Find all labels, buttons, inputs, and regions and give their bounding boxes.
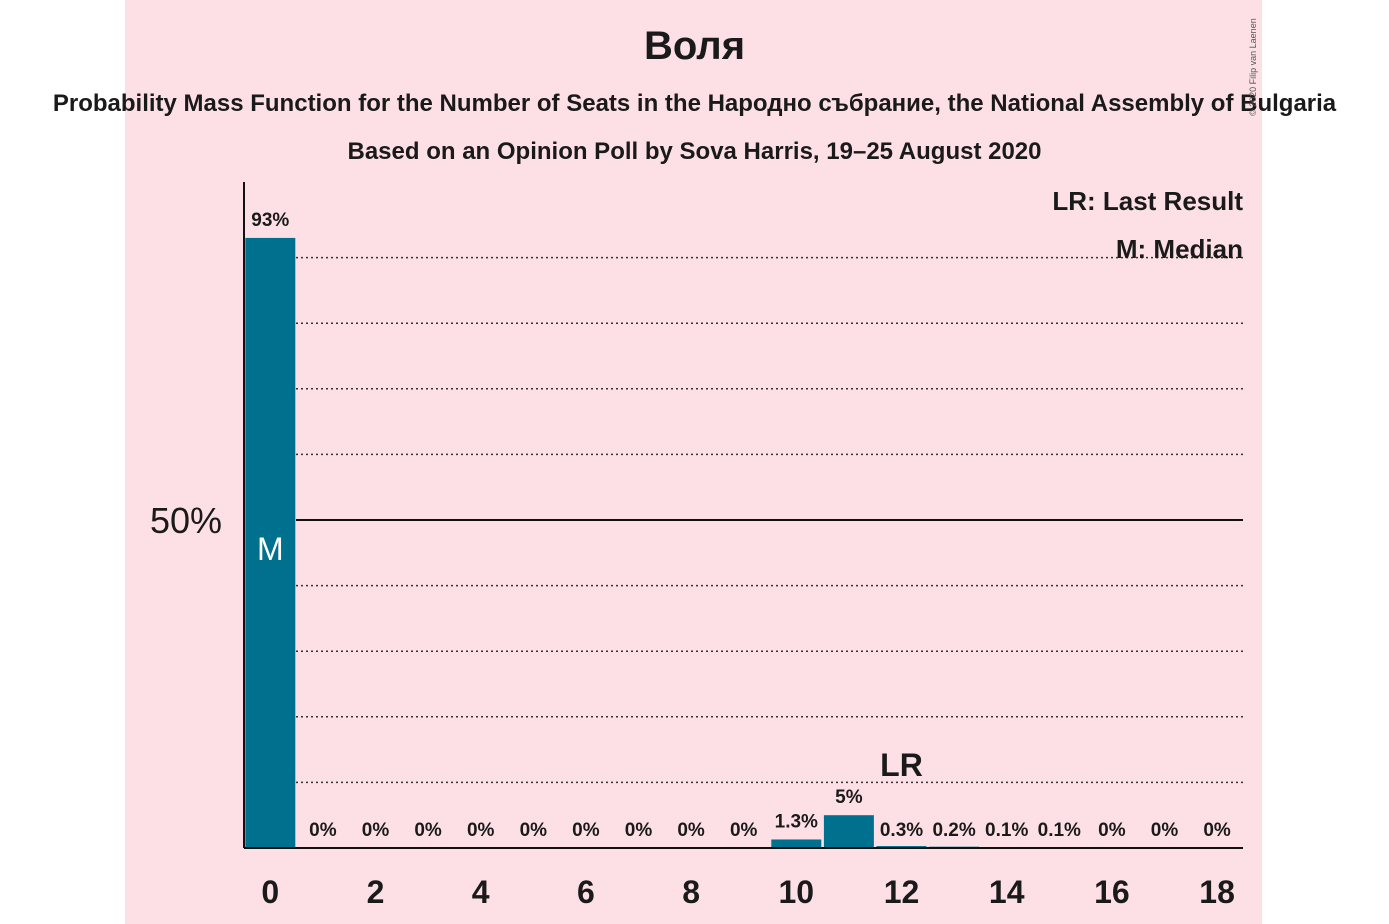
x-tick-label: 4 [472, 874, 490, 910]
bar [823, 815, 874, 848]
data-label: 0% [520, 820, 548, 841]
data-label: 0% [730, 820, 758, 841]
data-label: 0% [309, 820, 337, 841]
data-label: 0% [362, 820, 390, 841]
legend-entry: M: Median [1116, 234, 1243, 264]
x-tick-label: 12 [884, 874, 920, 910]
x-tick-label: 10 [779, 874, 815, 910]
chart-source: Based on an Opinion Poll by Sova Harris,… [347, 138, 1042, 165]
data-label: 0.1% [1038, 820, 1081, 841]
data-label: 0% [1098, 820, 1126, 841]
x-tick-label: 16 [1094, 874, 1130, 910]
data-label: 0% [625, 820, 653, 841]
x-tick-label: 14 [989, 874, 1025, 910]
bar [771, 839, 822, 848]
chart-background [125, 0, 1262, 924]
data-label: 0% [1151, 820, 1179, 841]
bar [245, 237, 296, 849]
x-tick-label: 8 [682, 874, 700, 910]
x-tick-label: 18 [1199, 874, 1235, 910]
data-label: 93% [251, 210, 289, 231]
data-label: 1.3% [775, 811, 818, 832]
data-label: 0.2% [932, 820, 975, 841]
x-tick-label: 6 [577, 874, 595, 910]
data-label: 0% [1203, 820, 1231, 841]
data-label: 0% [467, 820, 495, 841]
data-label: 5% [835, 787, 863, 808]
x-tick-label: 0 [261, 874, 279, 910]
data-label: 0% [414, 820, 442, 841]
data-label: 0% [677, 820, 705, 841]
y-tick-label: 50% [150, 500, 222, 541]
chart-title: Воля [643, 24, 746, 68]
chart-subtitle: Probability Mass Function for the Number… [52, 90, 1337, 117]
x-tick-label: 2 [367, 874, 385, 910]
median-marker: M [257, 531, 284, 567]
legend-entry: LR: Last Result [1052, 186, 1243, 216]
data-label: 0.3% [880, 820, 923, 841]
data-label: 0% [572, 820, 600, 841]
data-label: 0.1% [985, 820, 1028, 841]
last-result-marker: LR [880, 747, 923, 783]
